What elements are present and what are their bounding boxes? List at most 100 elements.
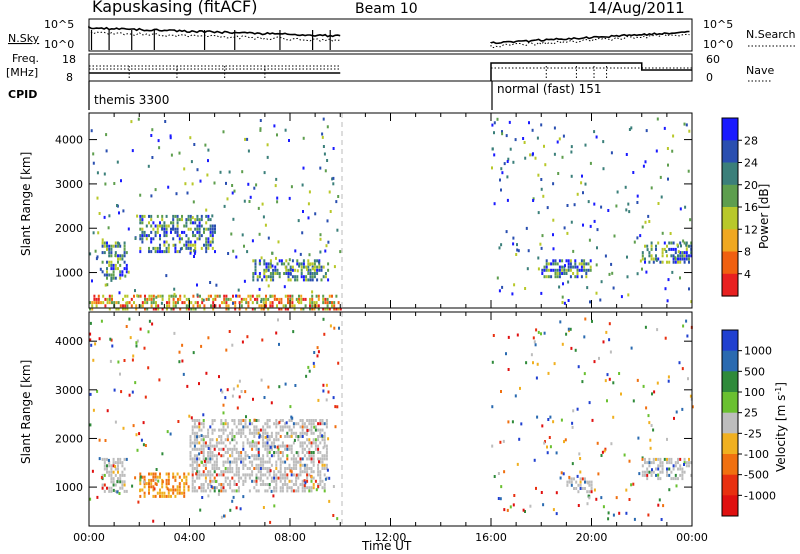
- echo-cell: [270, 431, 273, 435]
- echo-cell: [136, 214, 139, 218]
- echo-cell: [326, 468, 329, 472]
- echo-cell: [189, 463, 192, 467]
- echo-cell: [317, 447, 320, 451]
- echo-cell: [679, 464, 682, 468]
- echo-cell: [244, 435, 247, 438]
- echo-cell: [657, 457, 660, 461]
- echo-cell: [98, 337, 101, 341]
- echo-cell: [289, 268, 292, 272]
- echo-cell: [255, 476, 258, 480]
- echo-cell: [148, 319, 151, 323]
- echo-cell: [548, 436, 551, 439]
- echo-cell: [287, 278, 290, 282]
- echo-cell: [683, 257, 686, 261]
- echo-cell: [244, 463, 247, 467]
- echo-cell: [657, 503, 660, 507]
- echo-cell: [604, 379, 607, 383]
- echo-cell: [240, 419, 243, 422]
- echo-cell: [163, 221, 166, 225]
- echo-cell: [518, 437, 521, 441]
- echo-cell: [104, 297, 107, 301]
- echo-cell: [242, 419, 245, 422]
- echo-cell: [148, 488, 150, 492]
- echo-cell: [320, 278, 323, 282]
- echo-cell: [310, 428, 313, 432]
- echo-cell: [265, 297, 267, 301]
- echo-cell: [264, 428, 267, 432]
- echo-cell: [229, 486, 232, 490]
- echo-cell: [253, 486, 256, 490]
- echo-cell: [540, 123, 543, 127]
- echo-cell: [254, 297, 256, 301]
- echo-cell: [209, 234, 212, 238]
- echo-cell: [317, 350, 320, 354]
- echo-cell: [231, 489, 234, 493]
- echo-cell: [328, 190, 331, 194]
- echo-cell: [606, 399, 608, 403]
- echo-cell: [263, 275, 266, 279]
- echo-cell: [225, 294, 228, 298]
- echo-cell: [178, 485, 181, 489]
- echo-cell: [222, 473, 225, 477]
- echo-cell: [276, 262, 279, 266]
- echo-cell: [316, 278, 319, 282]
- echo-cell: [106, 409, 109, 413]
- echo-cell: [552, 259, 555, 263]
- echo-cell: [311, 290, 314, 294]
- echo-cell: [567, 280, 570, 284]
- echo-cell: [268, 486, 271, 490]
- velocity-cbar-label: Velocity [m s-1]: [774, 382, 789, 472]
- echo-cell: [506, 160, 509, 163]
- freq-trace-late: [490, 62, 692, 81]
- echo-cell: [301, 231, 304, 235]
- echo-cell: [554, 275, 557, 279]
- echo-cell: [650, 257, 653, 261]
- echo-cell: [275, 479, 278, 483]
- echo-cell: [321, 434, 324, 438]
- echo-cell: [223, 204, 226, 208]
- echo-cell: [585, 275, 588, 279]
- echo-cell: [119, 244, 122, 248]
- echo-cell: [273, 489, 276, 493]
- echo-cell: [202, 419, 205, 422]
- echo-cell: [554, 268, 557, 272]
- echo-cell: [301, 470, 304, 474]
- echo-cell: [289, 469, 292, 473]
- echo-cell: [272, 275, 275, 279]
- echo-cell: [202, 413, 205, 417]
- echo-cell: [600, 205, 603, 209]
- echo-cell: [179, 307, 182, 311]
- xaxis-label: Time UT: [361, 539, 412, 553]
- echo-cell: [253, 444, 256, 448]
- echo-cell: [123, 457, 126, 461]
- echo-cell: [117, 457, 119, 461]
- echo-cell: [183, 472, 186, 476]
- echo-cell: [589, 259, 592, 263]
- echo-cell: [237, 479, 240, 483]
- echo-cell: [300, 307, 303, 311]
- echo-cell: [255, 431, 258, 435]
- echo-cell: [290, 451, 293, 454]
- echo-cell: [661, 461, 664, 465]
- echo-cell: [237, 486, 240, 490]
- echo-cell: [691, 405, 694, 409]
- echo-cell: [644, 470, 646, 474]
- echo-cell: [533, 340, 536, 344]
- echo-cell: [317, 297, 320, 301]
- ytick-label: 2000: [55, 432, 83, 445]
- echo-cell: [215, 454, 218, 458]
- colorbar-tick-label: 24: [744, 157, 758, 170]
- echo-cell: [491, 147, 494, 151]
- echo-cell: [579, 487, 582, 490]
- echo-cell: [284, 444, 287, 448]
- echo-cell: [227, 297, 230, 301]
- echo-cell: [589, 224, 592, 228]
- echo-cell: [165, 472, 168, 476]
- echo-cell: [547, 262, 550, 266]
- echo-cell: [151, 128, 154, 132]
- echo-cell: [666, 254, 668, 258]
- echo-cell: [644, 457, 646, 461]
- echo-cell: [191, 479, 194, 483]
- echo-cell: [135, 341, 138, 345]
- echo-cell: [266, 483, 269, 486]
